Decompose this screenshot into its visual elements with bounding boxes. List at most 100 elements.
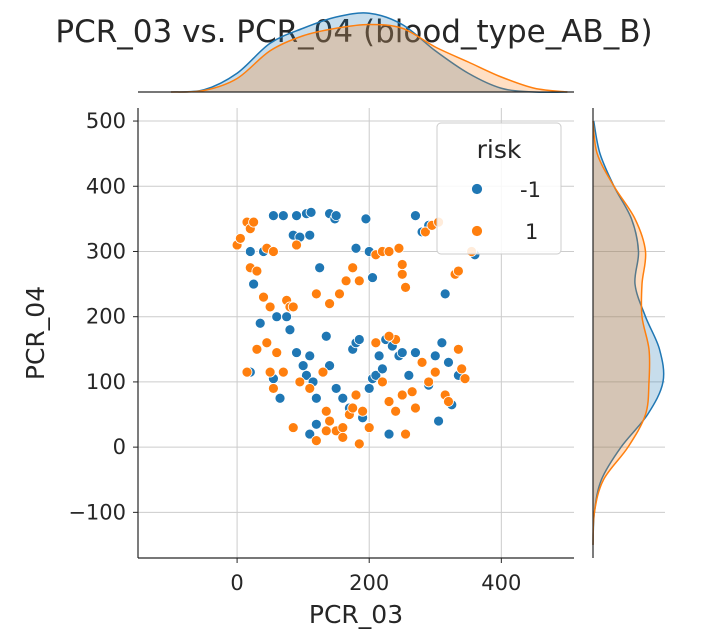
scatter-point: [258, 291, 269, 303]
scatter-point: [268, 210, 279, 222]
y-tick-label: 100: [86, 370, 126, 394]
scatter-point: [234, 233, 246, 244]
scatter-point: [347, 402, 359, 414]
y-tick-label: 300: [86, 239, 126, 263]
scatter-point: [390, 405, 402, 417]
scatter-point: [360, 213, 372, 225]
scatter-point: [301, 369, 312, 381]
scatter-point: [400, 281, 411, 293]
legend-label: 1: [525, 220, 538, 244]
scatter-point: [383, 246, 395, 257]
scatter-point: [310, 392, 322, 404]
scatter-point: [350, 242, 362, 254]
scatter-point: [324, 360, 335, 372]
scatter-point: [353, 438, 365, 450]
scatter-point: [337, 431, 349, 443]
scatter-point: [353, 334, 365, 345]
scatter-point: [353, 275, 365, 287]
scatter-point: [241, 366, 253, 378]
scatter-point: [429, 350, 441, 362]
scatter-point: [370, 337, 382, 349]
y-tick-label: 0: [113, 435, 126, 459]
scatter-point: [370, 369, 382, 381]
scatter-point: [396, 389, 408, 401]
x-tick-label: 400: [481, 571, 521, 595]
scatter-point: [350, 389, 362, 401]
scatter-point: [334, 288, 345, 300]
scatter-point: [363, 422, 375, 433]
legend-entry: 1: [471, 220, 538, 244]
y-tick-label: 200: [86, 305, 126, 329]
scatter-point: [317, 366, 329, 378]
scatter-point: [419, 226, 431, 238]
scatter-point: [429, 366, 441, 378]
scatter-point: [452, 343, 464, 355]
scatter-point: [305, 206, 317, 218]
legend-label: -1: [520, 178, 541, 202]
scatter-point: [456, 363, 468, 375]
scatter-point: [403, 369, 415, 381]
scatter-point: [264, 301, 276, 313]
scatter-point: [383, 330, 395, 342]
scatter-point: [310, 435, 322, 447]
scatter-point: [320, 405, 332, 417]
scatter-point: [291, 210, 302, 222]
scatter-point: [410, 402, 421, 414]
scatter-point: [284, 324, 296, 336]
y-tick-label: 500: [86, 109, 126, 133]
scatter-point: [304, 229, 316, 241]
scatter-point: [251, 343, 263, 355]
kde-line: [170, 12, 568, 94]
scatter-point: [264, 366, 276, 378]
scatter-point: [436, 337, 448, 349]
scatter-point: [416, 356, 428, 368]
scatter-point: [373, 350, 385, 362]
plot-area: 0 200 400 −100 0 100 200 300 400 500: [68, 108, 574, 595]
scatter-point: [277, 366, 289, 378]
scatter-point: [324, 415, 335, 427]
scatter-point: [304, 383, 316, 394]
scatter-point: [443, 356, 454, 368]
y-axis-label: PCR_04: [21, 286, 50, 380]
x-axis-label: PCR_03: [309, 600, 403, 629]
scatter-point: [423, 376, 435, 388]
x-ticks: 0 200 400: [230, 558, 521, 595]
scatter-point: [268, 246, 279, 257]
scatter-point: [400, 428, 411, 440]
scatter-point: [268, 383, 279, 394]
scatter-point: [383, 396, 395, 407]
legend-entry: -1: [471, 178, 541, 202]
scatter-point: [271, 347, 283, 358]
scatter-point: [277, 210, 289, 222]
scatter-point: [337, 422, 349, 433]
scatter-point: [330, 383, 342, 394]
scatter-point: [363, 383, 375, 394]
scatter-point: [459, 373, 471, 385]
scatter-point: [314, 262, 326, 274]
scatter-point: [320, 425, 332, 437]
scatter-point: [396, 259, 408, 270]
scatter-point: [324, 298, 335, 310]
kde-fill: [171, 12, 568, 93]
scatter-point: [304, 428, 316, 440]
scatter-point: [383, 428, 395, 440]
scatter-point: [248, 278, 260, 290]
legend-marker: [471, 225, 483, 237]
scatter-point: [261, 337, 273, 349]
scatter-point: [330, 210, 342, 222]
y-ticks: −100 0 100 200 300 400 500: [68, 109, 138, 524]
scatter-point: [396, 268, 408, 280]
scatter-point: [367, 272, 378, 283]
y-tick-label: 400: [86, 174, 126, 198]
scatter-point: [294, 376, 306, 388]
scatter-point: [443, 396, 454, 407]
x-tick-label: 200: [349, 571, 389, 595]
scatter-point: [244, 246, 256, 257]
scatter-point: [291, 347, 302, 358]
scatter-point: [291, 239, 302, 251]
scatter-point: [340, 275, 352, 287]
scatter-point: [274, 392, 286, 404]
legend-box: [436, 122, 562, 255]
legend-marker: [471, 183, 483, 195]
